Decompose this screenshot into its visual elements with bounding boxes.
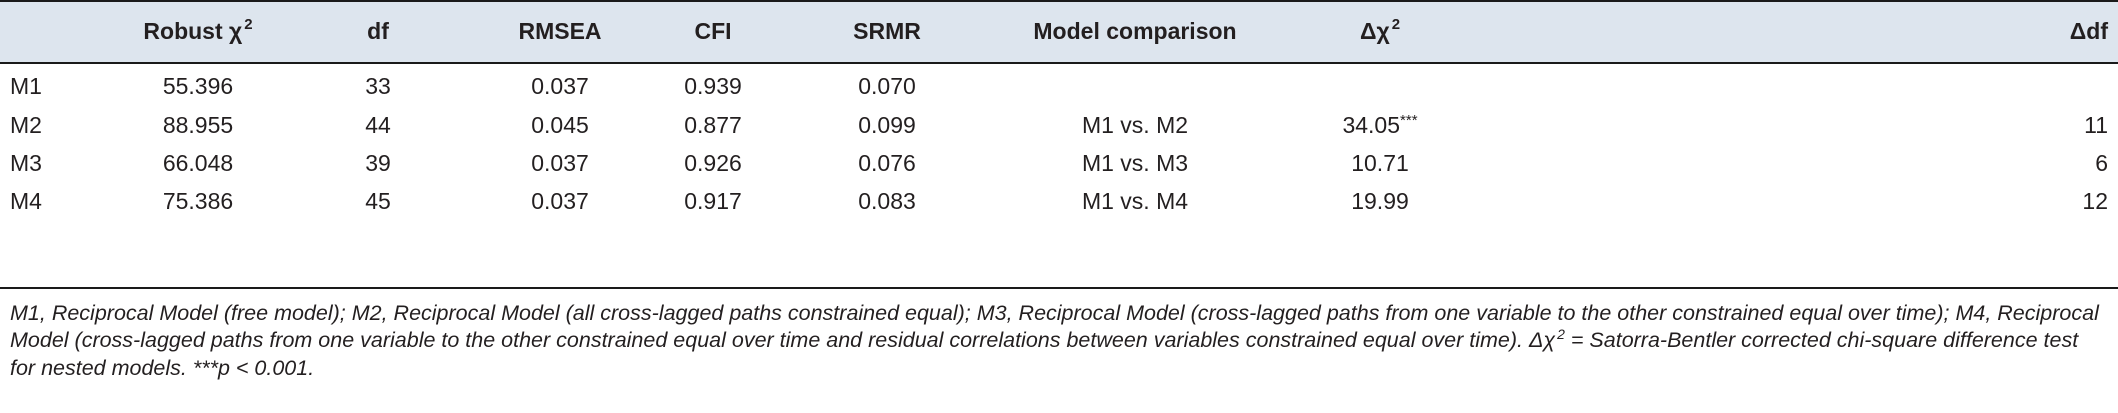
cell-model: M2 (10, 112, 42, 138)
header-delta-chi-square: Δχ 2 (1360, 10, 1400, 56)
cell-delta-df: 6 (2095, 150, 2108, 176)
cell-delta-df: 12 (2082, 188, 2108, 214)
cell-rmsea: 0.045 (531, 112, 589, 138)
cell-srmr: 0.099 (858, 112, 916, 138)
header-model-comparison: Model comparison (1033, 18, 1237, 44)
cell-cfi: 0.917 (684, 188, 742, 214)
cell-chi-square: 55.396 (162, 73, 234, 99)
header-rmsea: RMSEA (518, 18, 602, 44)
cell-df: 33 (365, 73, 391, 99)
cell-srmr: 0.070 (858, 73, 916, 99)
cell-cfi: 0.877 (684, 112, 742, 138)
cell-comparison: M1 vs. M2 (1081, 112, 1189, 138)
cell-srmr: 0.076 (858, 150, 916, 176)
header-chi-square-superscript: 2 (244, 16, 253, 33)
cell-rmsea: 0.037 (531, 188, 589, 214)
cell-srmr: 0.083 (858, 188, 916, 214)
header-df: df (367, 18, 389, 44)
cell-delta-chi-square: 34.05*** (1342, 106, 1417, 148)
cell-delta-chi-square: 10.71 (1351, 144, 1409, 186)
cell-delta-chi-value: 19.99 (1351, 188, 1409, 214)
table-footnote: M1, Reciprocal Model (free model); M2, R… (10, 300, 2108, 382)
header-robust-chi-square-label: Robust χ (143, 18, 243, 44)
cell-chi-square: 66.048 (162, 150, 234, 176)
significance-stars: *** (1400, 112, 1418, 129)
bottom-rule (0, 287, 2118, 289)
footnote-text: M1, Reciprocal Model (free model); M2, R… (10, 301, 2099, 352)
cell-delta-chi-square: 19.99 (1351, 182, 1409, 224)
cell-delta-chi-value: 34.05 (1342, 112, 1401, 138)
cell-df: 44 (365, 112, 391, 138)
top-rule (0, 0, 2118, 2)
header-cfi: CFI (694, 18, 732, 44)
footnote-superscript: 2 (1557, 325, 1565, 342)
cell-delta-df: 11 (2084, 112, 2108, 138)
cell-chi-square: 88.955 (162, 112, 234, 138)
cell-model: M1 (10, 73, 42, 99)
header-delta-chi-superscript: 2 (1391, 16, 1401, 33)
header-delta-df: Δdf (2069, 18, 2108, 44)
header-delta-chi-square-label: Δχ (1359, 18, 1390, 44)
cell-comparison: M1 vs. M3 (1081, 150, 1189, 176)
cell-comparison: M1 vs. M4 (1081, 188, 1189, 214)
cell-model: M3 (10, 150, 42, 176)
table-row: M1 55.396 33 0.037 0.939 0.070 (0, 67, 2118, 105)
table-row: M4 75.386 45 0.037 0.917 0.083 M1 vs. M4… (0, 182, 2118, 220)
cell-cfi: 0.926 (684, 150, 742, 176)
cell-cfi: 0.939 (684, 73, 742, 99)
cell-df: 39 (365, 150, 391, 176)
table-row: M2 88.955 44 0.045 0.877 0.099 M1 vs. M2… (0, 106, 2118, 144)
cell-rmsea: 0.037 (531, 150, 589, 176)
cell-rmsea: 0.037 (531, 73, 589, 99)
header-rule (0, 62, 2118, 64)
cell-chi-square: 75.386 (162, 188, 234, 214)
cell-df: 45 (365, 188, 391, 214)
footnote-text-end: = Satorra-Bentler corrected chi-square d… (10, 327, 2079, 381)
header-srmr: SRMR (853, 18, 921, 44)
cell-delta-chi-value: 10.71 (1351, 150, 1409, 176)
table-row: M3 66.048 39 0.037 0.926 0.076 M1 vs. M3… (0, 144, 2118, 182)
cell-model: M4 (10, 188, 42, 214)
header-band (0, 0, 2118, 62)
